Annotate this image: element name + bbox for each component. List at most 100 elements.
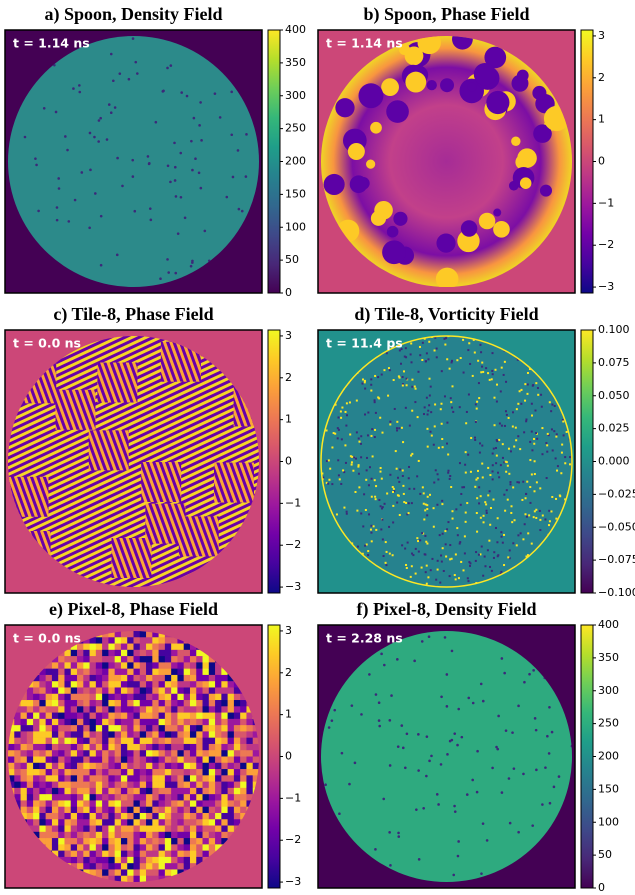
pixel bbox=[21, 713, 28, 720]
speck bbox=[374, 399, 376, 401]
speck bbox=[380, 528, 382, 530]
pixel bbox=[140, 763, 147, 770]
pixel bbox=[64, 769, 71, 776]
pixel bbox=[108, 738, 115, 745]
panel-title: a) Spoon, Density Field bbox=[44, 4, 222, 25]
pixel bbox=[108, 832, 115, 839]
pixel bbox=[146, 807, 153, 814]
speck bbox=[338, 416, 340, 418]
pixel bbox=[215, 769, 222, 776]
speck bbox=[535, 517, 537, 519]
pixel bbox=[209, 706, 216, 713]
speck bbox=[544, 518, 546, 520]
pixel bbox=[58, 713, 65, 720]
pixel bbox=[115, 757, 122, 764]
pixel bbox=[146, 819, 153, 826]
speck bbox=[428, 341, 430, 343]
pixel bbox=[159, 675, 166, 682]
pixel bbox=[14, 725, 21, 732]
pixel bbox=[83, 782, 90, 789]
speck bbox=[406, 384, 408, 386]
pixel bbox=[209, 775, 216, 782]
speck bbox=[481, 445, 483, 447]
speck bbox=[392, 505, 394, 507]
pixel bbox=[209, 826, 216, 833]
pixel bbox=[152, 769, 159, 776]
speck bbox=[529, 459, 531, 461]
speck bbox=[430, 411, 432, 413]
pixel bbox=[171, 813, 178, 820]
speck bbox=[410, 576, 412, 578]
pixel bbox=[96, 763, 103, 770]
pixel bbox=[90, 681, 97, 688]
speck bbox=[442, 533, 444, 535]
pixel bbox=[108, 637, 115, 644]
pixel bbox=[27, 731, 34, 738]
speck bbox=[371, 435, 373, 437]
pixel bbox=[171, 857, 178, 864]
pixel bbox=[21, 763, 28, 770]
speck bbox=[524, 400, 526, 402]
pixel bbox=[134, 800, 141, 807]
pixel bbox=[108, 844, 115, 851]
pixel bbox=[184, 681, 191, 688]
colorbar-tick-label: −0.075 bbox=[598, 553, 635, 566]
pixel bbox=[240, 731, 247, 738]
speck bbox=[415, 388, 417, 390]
pixel bbox=[90, 706, 97, 713]
pixel bbox=[90, 687, 97, 694]
pixel bbox=[121, 675, 128, 682]
speck bbox=[512, 486, 514, 488]
pixel bbox=[21, 775, 28, 782]
speck bbox=[487, 467, 489, 469]
speck bbox=[411, 386, 413, 388]
defect bbox=[446, 753, 449, 756]
pixel bbox=[102, 644, 109, 651]
pixel bbox=[184, 644, 191, 651]
speck bbox=[501, 367, 503, 369]
speck bbox=[393, 488, 395, 490]
defect bbox=[351, 704, 354, 707]
speck bbox=[326, 460, 328, 462]
speck bbox=[509, 481, 511, 483]
pixel bbox=[203, 763, 210, 770]
pixel bbox=[96, 719, 103, 726]
pixel bbox=[108, 706, 115, 713]
speck bbox=[507, 465, 509, 467]
pixel bbox=[77, 844, 84, 851]
pixel bbox=[39, 700, 46, 707]
pixel bbox=[184, 757, 191, 764]
pixel bbox=[228, 713, 235, 720]
speck bbox=[531, 449, 533, 451]
speck bbox=[389, 421, 391, 423]
pixel bbox=[209, 662, 216, 669]
pixel bbox=[46, 813, 53, 820]
defect bbox=[170, 64, 173, 67]
speck bbox=[437, 560, 439, 562]
speck bbox=[463, 486, 465, 488]
speck bbox=[339, 478, 341, 480]
pixel bbox=[177, 844, 184, 851]
defect bbox=[378, 701, 381, 704]
pixel bbox=[165, 713, 172, 720]
pixel bbox=[96, 687, 103, 694]
time-label: t = 0.0 ns bbox=[13, 631, 81, 646]
pixel bbox=[52, 687, 59, 694]
defect bbox=[517, 831, 520, 834]
pixel bbox=[196, 706, 203, 713]
speck bbox=[427, 446, 429, 448]
defect bbox=[169, 181, 172, 184]
speck bbox=[358, 437, 360, 439]
pixel bbox=[90, 832, 97, 839]
pixel bbox=[39, 738, 46, 745]
defect bbox=[406, 732, 409, 735]
pixel bbox=[171, 788, 178, 795]
pixel bbox=[184, 694, 191, 701]
pixel bbox=[102, 838, 109, 845]
speck bbox=[490, 507, 492, 509]
pixel bbox=[134, 675, 141, 682]
speck bbox=[422, 486, 424, 488]
defect bbox=[551, 731, 554, 734]
pixel bbox=[190, 750, 197, 757]
pixel bbox=[215, 775, 222, 782]
